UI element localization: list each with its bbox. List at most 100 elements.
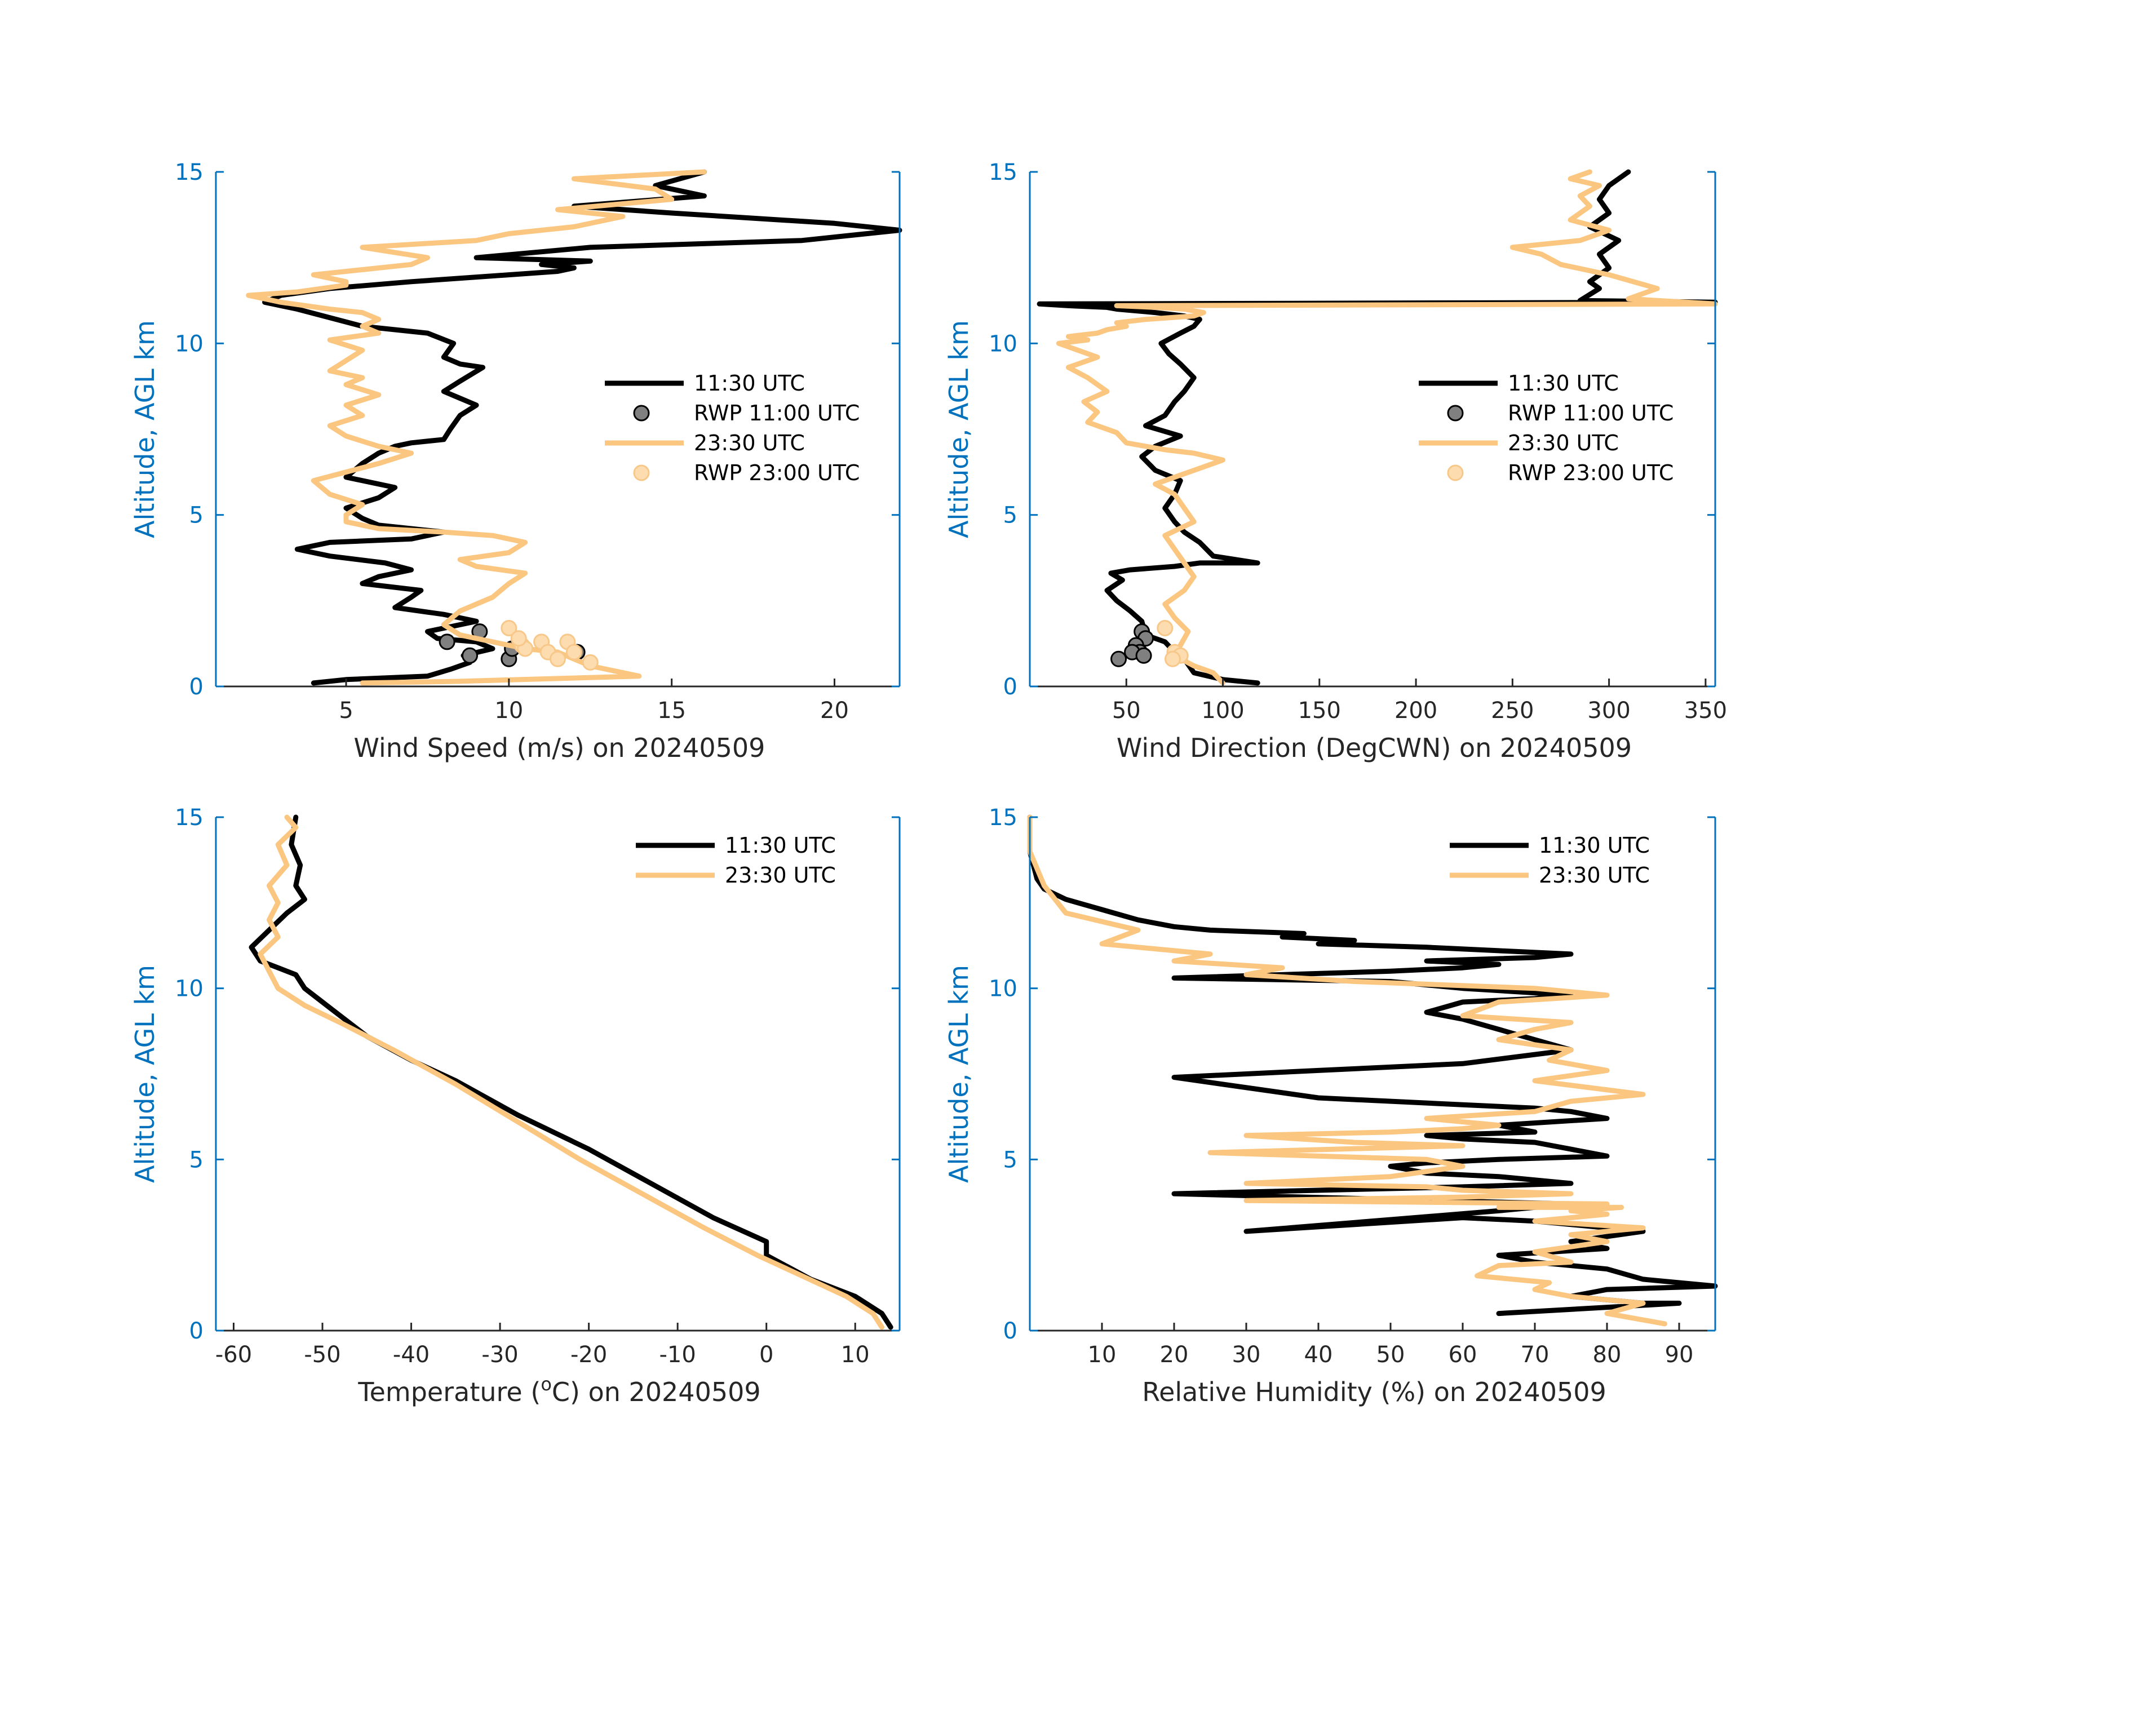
temperature-x-tick-label: -60 — [215, 1342, 252, 1368]
temperature-series-line-0 — [249, 814, 893, 1330]
relative-humidity-x-tick-label: 10 — [1088, 1342, 1117, 1368]
temperature-x-tick-label: -40 — [393, 1342, 430, 1368]
relative-humidity-x-axis-label: Relative Humidity (%) on 20240509 — [1142, 1377, 1606, 1407]
relative-humidity-y-tick-label: 5 — [1003, 1147, 1017, 1173]
wind-direction-legend-label: 11:30 UTC — [1508, 371, 1619, 396]
wind-speed-panel: 0 5 10 15 5 10 15 20 Wind Speed (m/s) on 2024050… — [130, 159, 902, 763]
wind-direction-legend-marker — [1447, 405, 1464, 422]
wind-speed-legend-label: RWP 11:00 UTC — [694, 401, 860, 426]
temperature-y-tick-label: 10 — [175, 976, 203, 1002]
x-label-part: Temperature ( — [357, 1377, 541, 1407]
wind-direction-rwp-point — [1110, 650, 1127, 667]
wind-speed-legend-label: RWP 23:00 UTC — [694, 460, 860, 485]
wind-speed-y-tick-label: 15 — [175, 159, 203, 185]
wind-speed-y-tick-label: 10 — [175, 331, 203, 357]
wind-speed-rwp-point — [462, 647, 479, 664]
wind-direction-panel: 0 5 10 15 50 100 150 200 250 300 350 Wind Direction… — [944, 159, 1727, 763]
relative-humidity-x-tick-label: 90 — [1665, 1342, 1694, 1368]
wind-direction-rwp-point — [1164, 650, 1181, 667]
temperature-y-tick-label: 15 — [175, 805, 203, 831]
wind-direction-y-tick-label: 15 — [989, 159, 1017, 185]
relative-humidity-x-tick-label: 50 — [1376, 1342, 1405, 1368]
wind-speed-legend-label: 11:30 UTC — [694, 371, 805, 396]
wind-speed-legend-label: 23:30 UTC — [694, 431, 805, 455]
wind-direction-x-tick-label: 50 — [1112, 698, 1141, 724]
wind-speed-rwp-point — [582, 654, 599, 671]
relative-humidity-legend: 11:30 UTC 23:30 UTC — [1450, 833, 1650, 888]
temperature-legend: 11:30 UTC 23:30 UTC — [636, 833, 836, 888]
wind-direction-y-tick-label: 5 — [1003, 503, 1017, 529]
wind-direction-series-line-2 — [1056, 169, 1718, 686]
wind-direction-y-tick-label: 0 — [1003, 674, 1017, 700]
wind-direction-x-tick-label: 250 — [1491, 698, 1534, 724]
temperature-x-tick-label: -50 — [304, 1342, 340, 1368]
wind-speed-plot-area — [246, 169, 902, 686]
relative-humidity-x-tick-label: 40 — [1304, 1342, 1333, 1368]
degree-superscript: o — [541, 1373, 552, 1395]
wind-speed-y-tick-label: 5 — [189, 503, 203, 529]
temperature-x-tick-label: 0 — [759, 1342, 773, 1368]
wind-direction-legend: 11:30 UTC RWP 11:00 UTC 23:30 UTC RWP 23:00… — [1419, 371, 1674, 485]
x-label-part: C) on 20240509 — [552, 1377, 761, 1407]
relative-humidity-x-tick-label: 20 — [1160, 1342, 1189, 1368]
relative-humidity-y-axis-label: Altitude, AGL km — [944, 965, 974, 1183]
wind-direction-series-line-0 — [1037, 169, 1718, 686]
relative-humidity-x-tick-label: 80 — [1593, 1342, 1622, 1368]
relative-humidity-x-tick-label: 60 — [1449, 1342, 1477, 1368]
temperature-x-tick-label: 10 — [841, 1342, 870, 1368]
relative-humidity-series-line-0 — [1027, 814, 1718, 1317]
wind-speed-x-axis-label: Wind Speed (m/s) on 20240509 — [354, 733, 765, 763]
relative-humidity-panel: 0 5 10 15 10 20 30 40 50 60 70 80 90 Relative Humidit… — [944, 805, 1718, 1407]
temperature-legend-label: 23:30 UTC — [725, 863, 836, 888]
relative-humidity-series-line-1 — [1027, 814, 1667, 1327]
wind-direction-legend-label: RWP 11:00 UTC — [1508, 401, 1674, 426]
wind-direction-x-axis-label: Wind Direction (DegCWN) on 20240509 — [1117, 733, 1632, 763]
wind-direction-legend-label: 23:30 UTC — [1508, 431, 1619, 455]
relative-humidity-x-tick-label: 30 — [1232, 1342, 1261, 1368]
wind-speed-x-tick-label: 20 — [820, 698, 849, 724]
wind-speed-legend-marker — [633, 405, 650, 422]
wind-direction-legend-label: RWP 23:00 UTC — [1508, 460, 1674, 485]
temperature-x-tick-label: -10 — [659, 1342, 696, 1368]
wind-speed-series-line-0 — [262, 169, 902, 686]
relative-humidity-plot-area — [1027, 814, 1718, 1327]
wind-direction-x-tick-label: 350 — [1684, 698, 1727, 724]
relative-humidity-y-tick-label: 10 — [989, 976, 1017, 1002]
wind-speed-legend-marker — [633, 464, 650, 481]
temperature-y-axis-label: Altitude, AGL km — [130, 965, 160, 1183]
relative-humidity-legend-label: 11:30 UTC — [1539, 833, 1650, 858]
temperature-x-tick-label: -20 — [570, 1342, 607, 1368]
relative-humidity-y-tick-label: 15 — [989, 805, 1017, 831]
wind-direction-x-tick-label: 100 — [1201, 698, 1244, 724]
wind-speed-x-tick-label: 10 — [494, 698, 523, 724]
wind-direction-x-tick-label: 200 — [1394, 698, 1437, 724]
wind-direction-x-tick-label: 150 — [1298, 698, 1341, 724]
temperature-legend-label: 11:30 UTC — [725, 833, 836, 858]
wind-direction-y-tick-label: 10 — [989, 331, 1017, 357]
wind-direction-rwp-point — [1135, 647, 1152, 664]
wind-speed-rwp-point — [550, 650, 566, 667]
temperature-series-line-1 — [258, 814, 884, 1330]
wind-direction-rwp-point — [1157, 620, 1174, 637]
temperature-panel: 0 5 10 15 -60 -50 -40 -30 -20 -10 0 10 Temperature (… — [130, 805, 901, 1407]
temperature-y-tick-label: 5 — [189, 1147, 203, 1173]
relative-humidity-x-tick-label: 70 — [1521, 1342, 1550, 1368]
wind-direction-plot-area — [1037, 169, 1718, 686]
wind-speed-rwp-point — [565, 644, 582, 661]
temperature-y-tick-label: 0 — [189, 1318, 203, 1344]
temperature-x-tick-label: -30 — [481, 1342, 518, 1368]
wind-direction-y-axis-label: Altitude, AGL km — [944, 320, 974, 538]
wind-speed-rwp-point — [510, 630, 527, 647]
wind-speed-x-tick-label: 15 — [657, 698, 686, 724]
wind-direction-legend-marker — [1447, 464, 1464, 481]
wind-speed-x-tick-label: 5 — [339, 698, 353, 724]
wind-speed-rwp-point — [439, 633, 455, 650]
wind-speed-rwp-point — [501, 620, 517, 637]
temperature-x-axis-label: Temperature (oC) on 20240509 — [357, 1373, 760, 1407]
temperature-plot-area — [249, 814, 893, 1330]
relative-humidity-legend-label: 23:30 UTC — [1539, 863, 1650, 888]
wind-speed-y-tick-label: 0 — [189, 674, 203, 700]
wind-speed-series-line-2 — [246, 169, 707, 686]
wind-speed-legend: 11:30 UTC RWP 11:00 UTC 23:30 UTC RWP 23:00… — [605, 371, 860, 485]
